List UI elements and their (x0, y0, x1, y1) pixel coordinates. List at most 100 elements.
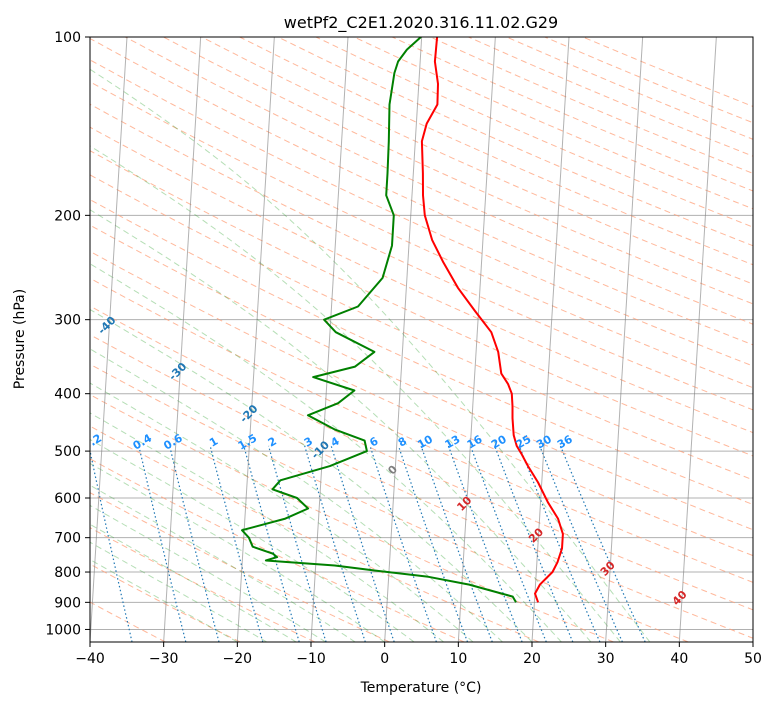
moist-adiabat (90, 504, 326, 642)
y-tick-label: 900 (54, 595, 81, 611)
y-tick-label: 100 (54, 30, 81, 46)
isotherm-label: -30 (166, 360, 189, 383)
isotherm (605, 37, 644, 642)
x-tick-label: 50 (744, 651, 762, 667)
dry-adiabat (90, 37, 753, 346)
y-tick-label: 300 (54, 313, 81, 329)
isotherm (384, 37, 423, 642)
dry-adiabat (90, 458, 465, 642)
dry-adiabat (90, 126, 753, 434)
dry-adiabat (90, 425, 539, 642)
moist-adiabat (90, 559, 238, 642)
mixing-ratio-line (209, 445, 264, 642)
dry-adiabat (429, 37, 753, 174)
dry-adiabat (90, 199, 753, 505)
series-line-0 (420, 37, 564, 603)
x-tick-label: 10 (449, 651, 467, 667)
y-tick-label: 600 (54, 491, 81, 507)
dry-adiabat (90, 563, 241, 642)
moist-adiabat (90, 412, 444, 642)
mixing-ratio-label: 10 (415, 432, 435, 451)
series-line-1 (241, 37, 517, 603)
dry-adiabat (238, 37, 753, 266)
dry-adiabats (90, 37, 753, 642)
y-tick-label: 500 (54, 444, 81, 460)
chart-title: wetPf2_C2E1.2020.316.11.02.G29 (284, 13, 558, 33)
x-tick-label: −20 (223, 651, 253, 667)
mixing-ratio-line (138, 445, 187, 642)
dry-adiabat (391, 37, 753, 192)
dry-adiabat (200, 37, 753, 285)
x-tick-label: −10 (296, 651, 326, 667)
isotherm (163, 37, 202, 642)
moist-adiabat (90, 263, 562, 642)
dry-adiabat (90, 174, 753, 481)
moist-adiabat (90, 484, 356, 642)
mixing-ratio-line (304, 445, 366, 642)
mixing-ratio-label: 0.4 (131, 431, 155, 452)
isotherm (310, 37, 349, 642)
moist-adiabat (90, 462, 385, 642)
mixing-ratio-line (420, 445, 493, 642)
moist-adiabat (90, 348, 503, 642)
isotherms (90, 37, 753, 642)
isotherm-label: 20 (526, 525, 546, 545)
y-axis-title: Pressure (hPa) (12, 289, 28, 389)
dry-adiabat (90, 81, 753, 389)
mixing-ratio-line (518, 445, 601, 642)
mixing-ratio-label: 25 (514, 433, 534, 452)
moist-adiabat (90, 209, 592, 642)
x-axis-title: Temperature (°C) (360, 680, 482, 696)
isotherm (90, 37, 128, 642)
isotherm-label: 40 (670, 588, 690, 608)
isotherm (752, 633, 753, 642)
dry-adiabat (467, 37, 753, 157)
x-tick-label: 20 (523, 651, 541, 667)
mixing-ratio-line (369, 445, 437, 642)
y-tick-label: 400 (54, 387, 81, 403)
mixing-ratio-line (539, 445, 623, 642)
plot-area: 0.10.20.40.611.52346810131620253036-100-… (90, 37, 753, 642)
x-tick-label: 40 (670, 651, 688, 667)
mixing-ratio-label: 16 (465, 432, 485, 451)
moist-adiabat (90, 523, 297, 642)
mixing-ratio-line (559, 445, 646, 642)
moist-adiabats (90, 68, 651, 642)
dry-adiabat (276, 37, 753, 247)
plot-frame (89, 36, 754, 643)
y-tick-label: 1000 (45, 622, 81, 638)
dry-adiabat (90, 394, 614, 642)
mixing-ratio-label: 36 (555, 432, 575, 451)
x-tick-label: 30 (597, 651, 615, 667)
y-axis: 100 200 300 400 500 600 700 800 900 1000 (45, 30, 90, 638)
y-tick-label: 200 (54, 208, 81, 224)
mixing-ratio-line (397, 445, 469, 642)
moist-adiabat (90, 382, 474, 642)
moist-adiabat (90, 145, 621, 642)
sounding-series (241, 37, 564, 603)
isotherm-label: -40 (95, 314, 118, 337)
dry-adiabat (352, 37, 753, 210)
dry-adiabat (162, 37, 753, 305)
dry-adiabat (90, 250, 753, 557)
y-tick-label: 800 (54, 565, 81, 581)
x-tick-label: −40 (75, 651, 105, 667)
x-tick-label: 0 (380, 651, 389, 667)
dry-adiabat (90, 363, 689, 642)
moist-adiabat (90, 541, 268, 642)
dry-adiabat (90, 305, 753, 611)
moist-adiabat (90, 68, 651, 642)
dry-adiabat (124, 37, 753, 325)
dry-adiabat (90, 224, 753, 531)
mixing-ratio-label: 1 (207, 435, 220, 450)
pressure-gridlines (90, 37, 753, 630)
isotherm (236, 37, 275, 642)
dry-adiabat (90, 492, 390, 642)
mixing-ratio-line (268, 445, 327, 642)
isotherm (457, 37, 496, 642)
moist-adiabat (90, 438, 415, 642)
isotherm (678, 37, 717, 642)
mixing-ratio-line (169, 445, 220, 642)
mixing-ratio-label: 2 (266, 435, 279, 450)
